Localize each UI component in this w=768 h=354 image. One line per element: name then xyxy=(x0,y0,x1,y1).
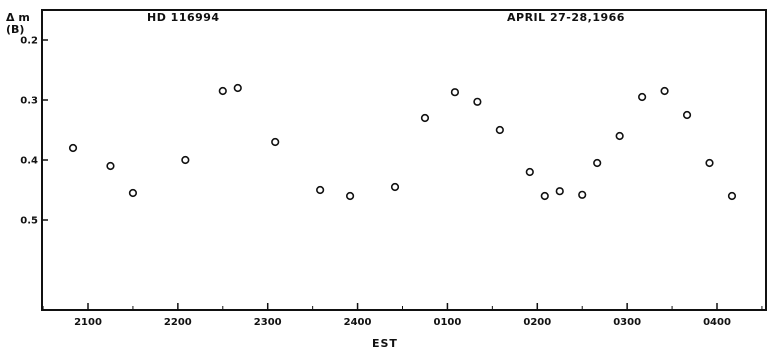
data-point xyxy=(593,158,602,168)
y-axis-label: Δ m (B) xyxy=(6,12,30,36)
y-axis-label-sub: (B) xyxy=(6,23,25,36)
x-tick-label: 2300 xyxy=(254,317,282,328)
y-tick-label: 0.4 xyxy=(20,156,38,167)
data-point xyxy=(638,92,647,102)
x-tick-label: 2200 xyxy=(164,317,192,328)
data-point xyxy=(495,125,504,135)
data-points xyxy=(68,83,737,201)
y-tick-label: 0.3 xyxy=(20,96,38,107)
y-tick-label: 0.2 xyxy=(20,36,38,47)
data-point xyxy=(473,97,482,106)
data-point xyxy=(578,190,587,199)
date-annotation: APRIL 27-28,1966 xyxy=(507,11,625,24)
data-point xyxy=(450,88,460,97)
x-tick-label: 2100 xyxy=(74,317,102,328)
data-point xyxy=(727,191,737,201)
data-point xyxy=(705,158,714,168)
data-point xyxy=(525,167,534,177)
data-point xyxy=(540,191,549,201)
data-point xyxy=(106,161,115,171)
data-point xyxy=(128,188,138,198)
x-tick-label: 0300 xyxy=(613,317,641,328)
y-axis: 0.2 0.3 0.4 0.5 xyxy=(20,36,48,227)
data-point xyxy=(233,83,242,93)
data-point xyxy=(555,187,564,196)
x-axis-label: EST xyxy=(372,337,398,350)
x-tick-label: 0100 xyxy=(434,317,462,328)
star-name-annotation: HD 116994 xyxy=(147,11,220,24)
x-tick-label: 0200 xyxy=(523,317,551,328)
data-point xyxy=(660,86,669,96)
data-point xyxy=(390,182,400,192)
plot-frame xyxy=(41,9,767,311)
data-point xyxy=(420,113,430,123)
data-point xyxy=(218,86,227,96)
data-point xyxy=(316,185,325,195)
data-point xyxy=(68,143,78,153)
data-point xyxy=(615,131,624,141)
x-tick-label: 2400 xyxy=(344,317,372,328)
data-point xyxy=(271,137,280,147)
x-axis: 2100 2200 2300 2400 0100 0200 0300 0400 xyxy=(42,303,763,328)
data-point xyxy=(682,110,692,120)
plot-border xyxy=(41,9,767,311)
x-tick-label: 0400 xyxy=(703,317,731,328)
data-point xyxy=(345,191,355,201)
y-tick-label: 0.5 xyxy=(20,216,38,227)
y-axis-label-main: Δ m xyxy=(6,11,30,24)
data-point xyxy=(181,155,190,165)
